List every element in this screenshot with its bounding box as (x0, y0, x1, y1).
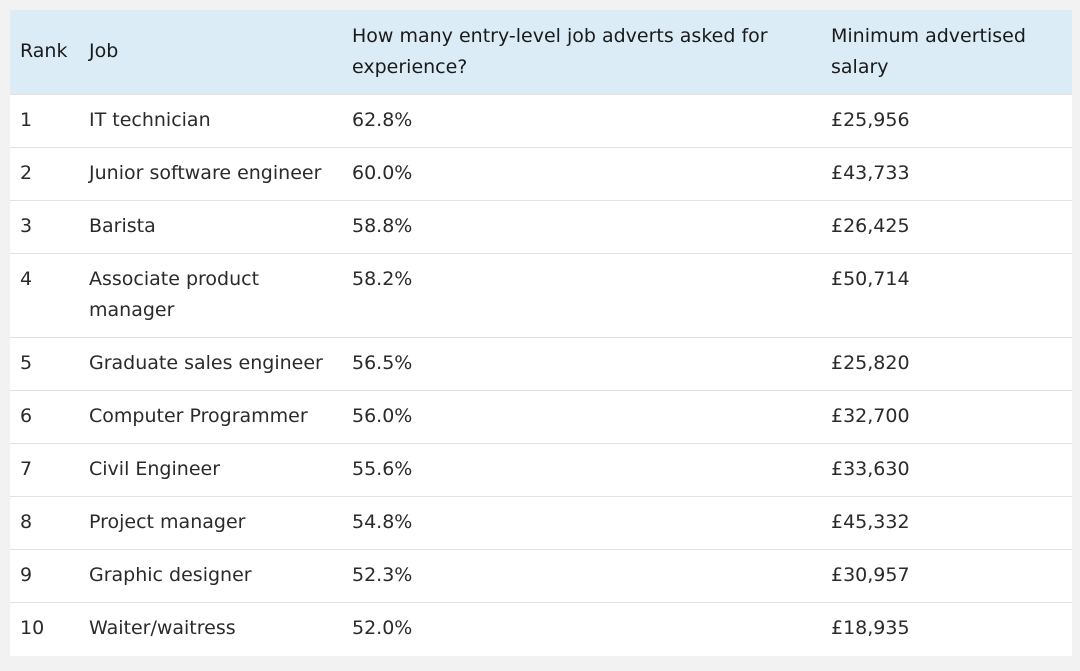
cell-experience: 56.0% (342, 389, 821, 443)
cell-experience: 54.8% (342, 495, 821, 549)
jobs-table: Rank Job How many entry-level job advert… (10, 10, 1072, 656)
table-row: 5 Graduate sales engineer 56.5% £25,820 (10, 336, 1072, 390)
table-row: 3 Barista 58.8% £26,425 (10, 199, 1072, 253)
cell-experience: 56.5% (342, 336, 821, 390)
cell-salary: £30,957 (821, 548, 1072, 602)
table-row: 6 Computer Programmer 56.0% £32,700 (10, 389, 1072, 443)
cell-rank: 3 (10, 199, 79, 253)
cell-experience: 62.8% (342, 93, 821, 147)
cell-job: Associate product manager (79, 252, 342, 337)
cell-salary: £18,935 (821, 601, 1072, 656)
table-row: 7 Civil Engineer 55.6% £33,630 (10, 442, 1072, 496)
table-row: 2 Junior software engineer 60.0% £43,733 (10, 146, 1072, 200)
header-row: Rank Job How many entry-level job advert… (10, 10, 1072, 94)
cell-rank: 10 (10, 601, 79, 656)
cell-experience: 55.6% (342, 442, 821, 496)
cell-rank: 5 (10, 336, 79, 390)
cell-rank: 1 (10, 93, 79, 147)
header-experience: How many entry-level job adverts asked f… (352, 24, 768, 78)
cell-job: Junior software engineer (79, 146, 342, 200)
header-salary: Minimum advertised salary (831, 24, 1026, 78)
cell-rank: 8 (10, 495, 79, 549)
cell-experience: 58.2% (342, 252, 821, 337)
cell-salary: £25,820 (821, 336, 1072, 390)
table-body: 1 IT technician 62.8% £25,956 2 Junior s… (10, 93, 1072, 656)
header-job: Job (89, 40, 119, 63)
cell-job: Computer Programmer (79, 389, 342, 443)
cell-experience: 60.0% (342, 146, 821, 200)
jobs-table-container: Rank Job How many entry-level job advert… (10, 10, 1072, 656)
cell-salary: £43,733 (821, 146, 1072, 200)
cell-job: Project manager (79, 495, 342, 549)
cell-salary: £50,714 (821, 252, 1072, 337)
cell-salary: £25,956 (821, 93, 1072, 147)
cell-rank: 6 (10, 389, 79, 443)
table-header: Rank Job How many entry-level job advert… (10, 10, 1072, 94)
cell-rank: 2 (10, 146, 79, 200)
cell-salary: £32,700 (821, 389, 1072, 443)
cell-experience: 52.0% (342, 601, 821, 656)
table-row: 9 Graphic designer 52.3% £30,957 (10, 548, 1072, 602)
header-rank: Rank (20, 40, 68, 63)
cell-rank: 4 (10, 252, 79, 337)
table-row: 8 Project manager 54.8% £45,332 (10, 495, 1072, 549)
table-row: 1 IT technician 62.8% £25,956 (10, 93, 1072, 147)
cell-job: IT technician (79, 93, 342, 147)
cell-experience: 58.8% (342, 199, 821, 253)
cell-salary: £45,332 (821, 495, 1072, 549)
cell-salary: £26,425 (821, 199, 1072, 253)
cell-job: Graphic designer (79, 548, 342, 602)
cell-experience: 52.3% (342, 548, 821, 602)
cell-job: Barista (79, 199, 342, 253)
cell-job: Civil Engineer (79, 442, 342, 496)
table-row: 10 Waiter/waitress 52.0% £18,935 (10, 601, 1072, 656)
cell-rank: 9 (10, 548, 79, 602)
table-row: 4 Associate product manager 58.2% £50,71… (10, 252, 1072, 337)
cell-rank: 7 (10, 442, 79, 496)
cell-job: Waiter/waitress (79, 601, 342, 656)
cell-job: Graduate sales engineer (79, 336, 342, 390)
cell-salary: £33,630 (821, 442, 1072, 496)
